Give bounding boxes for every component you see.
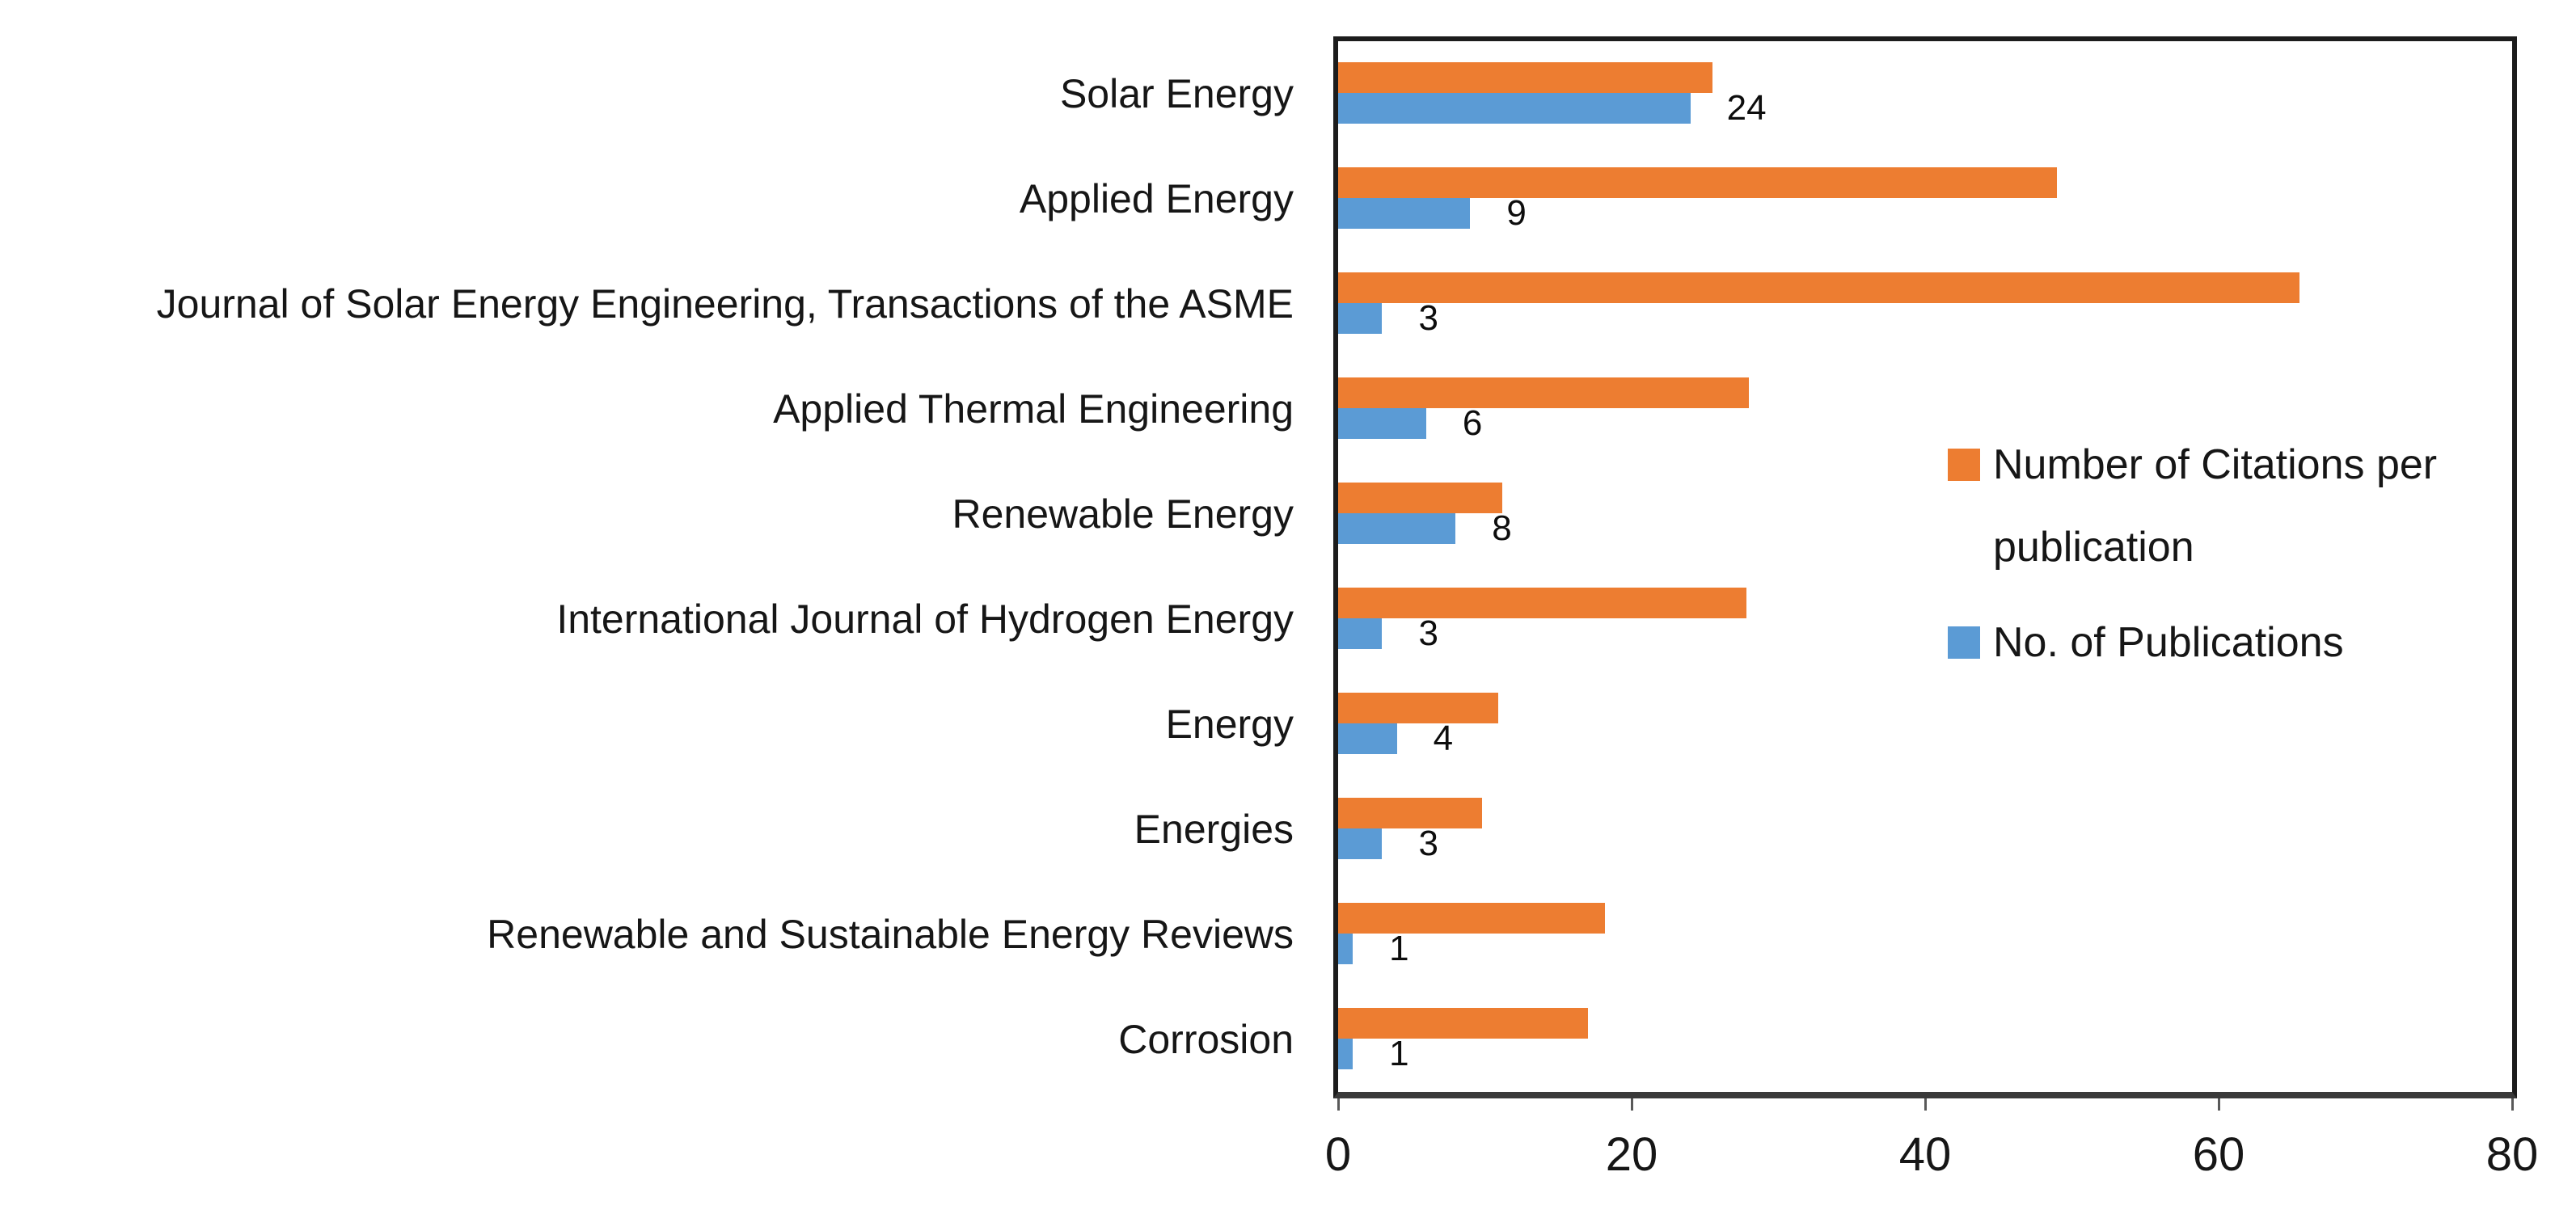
category-label: Renewable Energy bbox=[952, 491, 1294, 537]
legend: Number of Citations per publication No. … bbox=[1948, 424, 2546, 697]
x-axis-tick-label: 60 bbox=[2192, 1128, 2245, 1181]
publications-value-label: 3 bbox=[1418, 298, 1438, 338]
category-row: 3 bbox=[1338, 777, 2512, 882]
publications-bar: 3 bbox=[1338, 616, 1438, 651]
citations-bar bbox=[1338, 798, 1482, 828]
publications-value-label: 4 bbox=[1433, 719, 1454, 758]
plot-area: 24 9 3 6 8 3 4 3 1 1 bbox=[1333, 36, 2517, 1098]
legend-label-publications: No. of Publications bbox=[1993, 619, 2344, 666]
citations-series-swatch-icon bbox=[1948, 449, 1980, 481]
category-label: Applied Thermal Engineering bbox=[773, 386, 1294, 432]
category-row: 6 bbox=[1338, 356, 2512, 462]
category-row: 9 bbox=[1338, 146, 2512, 251]
category-label: Solar Energy bbox=[1059, 71, 1294, 116]
publications-value-label: 1 bbox=[1389, 929, 1409, 968]
citations-bar bbox=[1338, 588, 1746, 618]
publications-bar: 3 bbox=[1338, 826, 1438, 862]
x-axis-tick-mark bbox=[1337, 1098, 1340, 1111]
publications-value-label: 24 bbox=[1726, 88, 1767, 128]
legend-item-citations: Number of Citations per publication bbox=[1948, 424, 2546, 588]
category-row: 24 bbox=[1338, 41, 2512, 146]
publications-bar: 9 bbox=[1338, 196, 1527, 231]
category-row: 1 bbox=[1338, 882, 2512, 987]
publications-bar: 8 bbox=[1338, 511, 1512, 546]
legend-item-publications: No. of Publications bbox=[1948, 601, 2546, 684]
category-label: Corrosion bbox=[1118, 1017, 1294, 1062]
publications-bar: 3 bbox=[1338, 301, 1438, 336]
citations-bar bbox=[1338, 693, 1498, 723]
publications-bar: 6 bbox=[1338, 406, 1482, 441]
category-label: International Journal of Hydrogen Energy bbox=[556, 596, 1294, 642]
publications-bar: 1 bbox=[1338, 1036, 1409, 1072]
publications-bar: 4 bbox=[1338, 721, 1453, 757]
category-row: 1 bbox=[1338, 987, 2512, 1092]
category-label: Journal of Solar Energy Engineering, Tra… bbox=[156, 281, 1294, 327]
legend-label-citations: Number of Citations per publication bbox=[1993, 441, 2438, 571]
citations-bar bbox=[1338, 62, 1712, 93]
category-label: Energy bbox=[1165, 702, 1294, 747]
publications-bar: 1 bbox=[1338, 931, 1409, 967]
publications-value-label: 6 bbox=[1462, 403, 1483, 443]
publications-value-label: 9 bbox=[1506, 193, 1527, 233]
x-axis-tick-mark bbox=[1924, 1098, 1927, 1111]
x-axis-tick-label: 40 bbox=[1898, 1128, 1952, 1181]
category-row: 8 bbox=[1338, 462, 2512, 567]
x-axis-tick-label: 20 bbox=[1605, 1128, 1658, 1181]
publications-bar: 24 bbox=[1338, 91, 1767, 126]
x-axis-tick-label: 0 bbox=[1324, 1128, 1352, 1181]
citations-bar bbox=[1338, 903, 1606, 934]
publications-value-label: 3 bbox=[1418, 613, 1438, 653]
citations-bar bbox=[1338, 167, 2058, 198]
category-row: 3 bbox=[1338, 567, 2512, 672]
category-label: Applied Energy bbox=[1019, 176, 1294, 221]
citations-bar bbox=[1338, 483, 1503, 513]
x-axis-tick-label: 80 bbox=[2485, 1128, 2539, 1181]
x-axis-tick-mark bbox=[2218, 1098, 2220, 1111]
citations-bar bbox=[1338, 272, 2299, 303]
publications-series-swatch-icon bbox=[1948, 626, 1980, 659]
category-row: 4 bbox=[1338, 672, 2512, 777]
category-label: Renewable and Sustainable Energy Reviews bbox=[487, 912, 1294, 957]
publications-value-label: 3 bbox=[1418, 824, 1438, 863]
category-label: Energies bbox=[1134, 807, 1294, 852]
category-row: 3 bbox=[1338, 251, 2512, 356]
publications-value-label: 8 bbox=[1492, 508, 1512, 548]
citations-bar bbox=[1338, 1008, 1588, 1039]
x-axis-tick-mark bbox=[2511, 1098, 2514, 1111]
x-axis-tick-mark bbox=[1631, 1098, 1633, 1111]
citations-bar bbox=[1338, 377, 1750, 408]
publications-value-label: 1 bbox=[1389, 1034, 1409, 1073]
